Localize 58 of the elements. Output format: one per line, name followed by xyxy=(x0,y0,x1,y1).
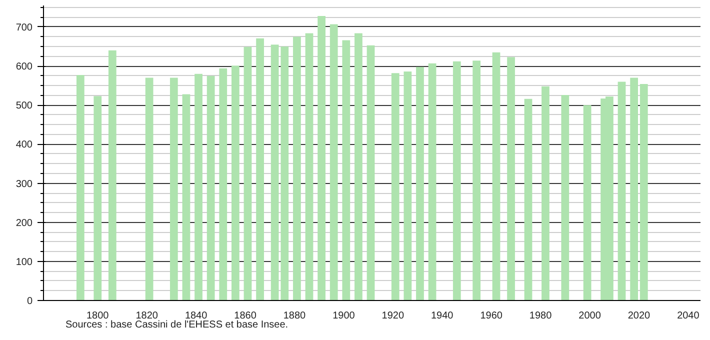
y-tick-label: 200 xyxy=(16,218,33,229)
bar xyxy=(524,98,532,300)
bar xyxy=(452,61,461,300)
bar xyxy=(318,16,326,300)
source-note: Sources : base Cassini de l'EHESS et base Insee. xyxy=(66,320,288,330)
bar xyxy=(404,72,412,300)
bar xyxy=(145,78,154,300)
x-tick-label: 2040 xyxy=(677,310,700,322)
x-tick-label: 1840 xyxy=(184,310,208,322)
bar xyxy=(428,63,436,300)
bar xyxy=(256,38,264,300)
y-tick-label: 0 xyxy=(26,296,33,307)
bar xyxy=(330,24,338,300)
bar xyxy=(640,84,648,300)
bar xyxy=(270,44,279,300)
bar xyxy=(542,86,550,300)
bar xyxy=(366,45,375,300)
y-tick-label: 600 xyxy=(16,62,33,73)
bar xyxy=(293,36,301,300)
bar xyxy=(94,96,102,300)
bar xyxy=(416,66,424,300)
bar xyxy=(583,105,592,300)
bar xyxy=(391,73,400,300)
x-tick-label: 1940 xyxy=(431,310,454,322)
bar xyxy=(354,33,362,300)
y-tick-label: 100 xyxy=(16,256,33,268)
x-tick-label: 2020 xyxy=(628,310,651,322)
bar xyxy=(182,94,190,300)
bar xyxy=(280,46,289,300)
y-tick-label: 300 xyxy=(16,178,33,190)
bar xyxy=(342,40,350,300)
bar xyxy=(108,50,116,300)
bar xyxy=(618,82,626,300)
bar xyxy=(561,94,570,300)
x-tick-label: 1800 xyxy=(86,310,110,322)
bar xyxy=(194,74,202,300)
y-tick-label: 500 xyxy=(16,100,33,112)
y-tick-label: 700 xyxy=(16,22,33,34)
bar xyxy=(305,33,314,300)
bar xyxy=(219,68,228,300)
x-tick-label: 1880 xyxy=(283,310,306,322)
x-tick-label: 1920 xyxy=(382,310,404,322)
bar xyxy=(231,66,240,300)
y-tick-label: 400 xyxy=(16,140,33,151)
x-tick-label: 1860 xyxy=(234,310,257,322)
x-tick-label: 1980 xyxy=(529,310,552,322)
bar xyxy=(244,46,252,300)
x-tick-label: 1960 xyxy=(480,310,503,322)
bar xyxy=(76,75,84,300)
bar xyxy=(170,78,178,300)
bar xyxy=(630,78,638,300)
bar xyxy=(206,76,215,300)
bar xyxy=(507,57,515,300)
bar xyxy=(472,60,481,300)
x-tick-label: 2000 xyxy=(578,310,602,322)
x-tick-label: 1820 xyxy=(136,310,158,322)
x-tick-label: 1900 xyxy=(332,310,356,322)
bar xyxy=(492,52,500,300)
